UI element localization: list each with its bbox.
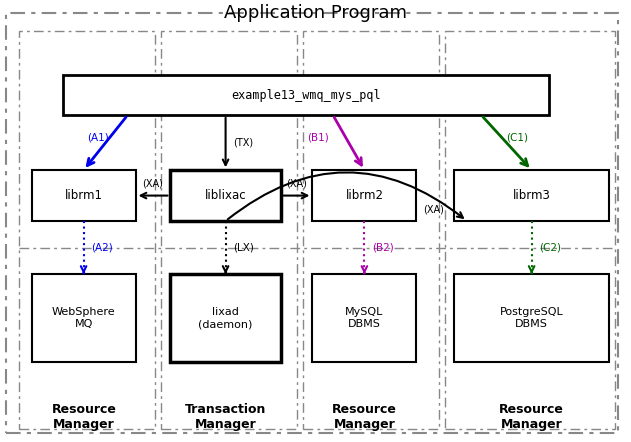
Bar bbox=[19, 31, 155, 429]
Text: (XA): (XA) bbox=[286, 179, 307, 189]
Bar bbox=[32, 274, 136, 362]
Bar bbox=[170, 274, 281, 362]
Text: liblixac: liblixac bbox=[205, 189, 246, 202]
Text: (A1): (A1) bbox=[87, 133, 109, 143]
Text: Transaction
Manager: Transaction Manager bbox=[186, 403, 266, 431]
Text: librm3: librm3 bbox=[512, 189, 551, 202]
Bar bbox=[312, 274, 416, 362]
Text: (XA): (XA) bbox=[143, 179, 163, 189]
Text: Resource
Manager: Resource Manager bbox=[333, 403, 397, 431]
Text: (XA): (XA) bbox=[423, 204, 444, 214]
Text: WebSphere
MQ: WebSphere MQ bbox=[52, 308, 115, 329]
Text: Resource
Manager: Resource Manager bbox=[52, 403, 116, 431]
Text: example13_wmq_mys_pql: example13_wmq_mys_pql bbox=[231, 88, 381, 102]
Text: (A2): (A2) bbox=[91, 243, 113, 252]
Text: (LX): (LX) bbox=[233, 243, 254, 252]
Text: Application Program: Application Program bbox=[224, 4, 407, 22]
Text: librm2: librm2 bbox=[345, 189, 384, 202]
Bar bbox=[312, 170, 416, 221]
Bar bbox=[445, 31, 615, 429]
Text: librm1: librm1 bbox=[64, 189, 103, 202]
Text: (B1): (B1) bbox=[308, 133, 329, 143]
Text: MySQL
DBMS: MySQL DBMS bbox=[345, 308, 384, 329]
Bar bbox=[63, 75, 549, 115]
Text: (C1): (C1) bbox=[506, 133, 528, 143]
Bar bbox=[170, 170, 281, 221]
Bar bbox=[32, 170, 136, 221]
Bar bbox=[303, 31, 439, 429]
Bar bbox=[454, 170, 609, 221]
Text: lixad
(daemon): lixad (daemon) bbox=[198, 308, 253, 329]
Bar bbox=[454, 274, 609, 362]
Text: (TX): (TX) bbox=[233, 137, 253, 148]
Text: Resource
Manager: Resource Manager bbox=[499, 403, 563, 431]
Text: (B2): (B2) bbox=[372, 243, 394, 252]
Bar bbox=[161, 31, 297, 429]
Text: (C2): (C2) bbox=[540, 243, 561, 252]
Text: PostgreSQL
DBMS: PostgreSQL DBMS bbox=[500, 308, 563, 329]
